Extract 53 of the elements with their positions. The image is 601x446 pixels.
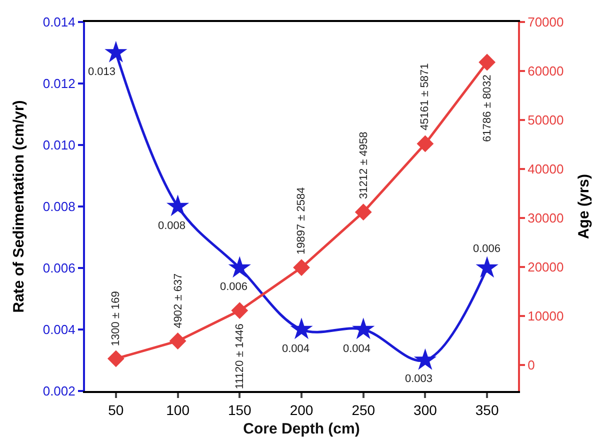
point [169, 332, 186, 350]
y-tick-label: 0.010 [42, 138, 76, 153]
point [104, 40, 128, 62]
x-tick-label: 250 [352, 402, 376, 418]
x-tick-label: 150 [228, 402, 252, 418]
data-label: 0.008 [158, 220, 186, 232]
y-tick-label: 0.014 [42, 14, 76, 30]
y2-axis-title: Age (yrs) [575, 174, 592, 240]
y2-tick-label: 0 [528, 358, 535, 373]
x-tick-label: 50 [108, 402, 124, 418]
y2-tick-label: 10000 [528, 308, 564, 324]
data-label: 4902 ± 637 [172, 273, 184, 328]
data-label: 61786 ± 8032 [481, 74, 494, 142]
data-label: 1300 ± 169 [110, 291, 122, 346]
point [478, 54, 496, 71]
y2-tick-label: 50000 [528, 112, 564, 128]
y-tick-label: 0.002 [42, 384, 76, 399]
point [293, 259, 310, 276]
y-tick-label: 0.008 [42, 199, 76, 214]
point [416, 135, 434, 152]
y2-tick-label: 60000 [528, 64, 564, 79]
x-tick-label: 200 [290, 402, 314, 418]
y-tick-label: 0.012 [42, 76, 76, 92]
data-label: 0.003 [405, 373, 433, 385]
point [231, 302, 248, 319]
data-label: 11120 ± 1446 [234, 324, 246, 390]
data-label: 0.004 [343, 343, 371, 355]
point [414, 348, 437, 370]
data-label: 19897 ± 2584 [295, 187, 308, 255]
point [352, 318, 375, 340]
point [476, 256, 498, 278]
y2-tick-label: 20000 [528, 260, 564, 275]
point [166, 194, 190, 216]
y2-tick-label: 40000 [528, 162, 564, 177]
point [107, 350, 124, 368]
data-label: 0.013 [88, 66, 116, 78]
point [354, 204, 372, 221]
x-tick-label: 100 [166, 402, 190, 418]
data-label: 0.004 [282, 343, 310, 355]
x-tick-label: 300 [414, 402, 438, 418]
y2-tick-label: 70000 [528, 14, 564, 30]
data-label: 31212 ± 4958 [358, 132, 370, 199]
y2-tick-label: 30000 [528, 210, 564, 226]
x-axis-title: Core Depth (cm) [243, 420, 360, 438]
x-tick-label: 350 [475, 402, 499, 418]
y-tick-label: 0.004 [42, 322, 76, 338]
data-label: 0.006 [220, 281, 248, 293]
y-tick-label: 0.006 [42, 260, 76, 276]
data-label: 45161 ± 5871 [418, 63, 431, 130]
point [290, 318, 313, 340]
point [228, 256, 251, 278]
data-label: 0.006 [473, 243, 501, 255]
y-axis-title: Rate of Sedimentation (cm/yr) [10, 100, 28, 313]
